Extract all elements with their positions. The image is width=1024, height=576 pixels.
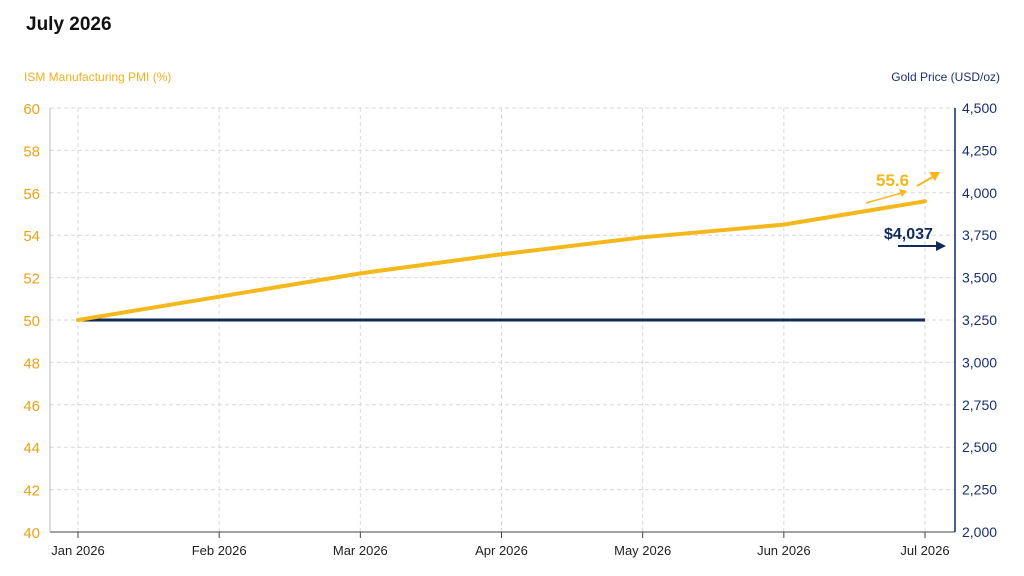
right-tick-label: 2,750 [962, 397, 997, 413]
series-lines [76, 199, 927, 322]
pmi-end-label: 55.6 [876, 171, 909, 190]
right-tick-label: 4,250 [962, 142, 997, 158]
right-tick-label: 4,000 [962, 185, 997, 201]
x-tick-label: Apr 2026 [475, 543, 528, 558]
chart-title: July 2026 [26, 14, 112, 35]
x-tick-label: Jun 2026 [757, 543, 811, 558]
left-tick-label: 58 [23, 143, 40, 160]
axes [49, 108, 956, 538]
pmi-pointer-arrowhead [899, 189, 907, 197]
right-tick-label: 4,500 [962, 100, 997, 116]
x-tick-label: Feb 2026 [192, 543, 247, 558]
x-tick-label: May 2026 [614, 543, 671, 558]
left-tick-label: 46 [23, 398, 40, 415]
left-tick-label: 52 [23, 271, 40, 288]
right-tick-label: 2,250 [962, 482, 997, 498]
left-tick-label: 42 [23, 483, 40, 500]
right-tick-label: 3,250 [962, 312, 997, 328]
left-tick-label: 48 [23, 355, 40, 372]
pmi-up-arrowhead [929, 172, 940, 181]
x-tick-label: Jul 2026 [900, 543, 949, 558]
right-axis-label: Gold Price (USD/oz) [891, 70, 1000, 84]
annotations: 55.6 $4,037 [865, 171, 946, 251]
left-tick-label: 44 [23, 440, 40, 457]
left-tick-label: 60 [23, 101, 40, 118]
pmi-line [76, 199, 927, 322]
right-tick-label: 3,500 [962, 270, 997, 286]
right-tick-label: 3,750 [962, 227, 997, 243]
x-tick-label: Jan 2026 [51, 543, 105, 558]
x-tick-label: Mar 2026 [333, 543, 388, 558]
tick-labels: 40 2,000 42 2,250 44 2,500 46 2,750 48 3,000 50 3,2… [23, 100, 997, 558]
left-tick-label: 54 [23, 228, 40, 245]
right-tick-label: 2,500 [962, 439, 997, 455]
left-tick-label: 50 [23, 313, 40, 330]
left-tick-label: 40 [23, 525, 40, 542]
right-tick-label: 2,000 [962, 524, 997, 540]
gold-right-arrowhead [936, 241, 946, 251]
right-tick-label: 3,000 [962, 354, 997, 370]
left-axis-label: ISM Manufacturing PMI (%) [24, 70, 172, 84]
gold-end-label: $4,037 [884, 226, 933, 243]
pmi-pointer-line [865, 191, 906, 204]
left-tick-label: 56 [23, 186, 40, 203]
